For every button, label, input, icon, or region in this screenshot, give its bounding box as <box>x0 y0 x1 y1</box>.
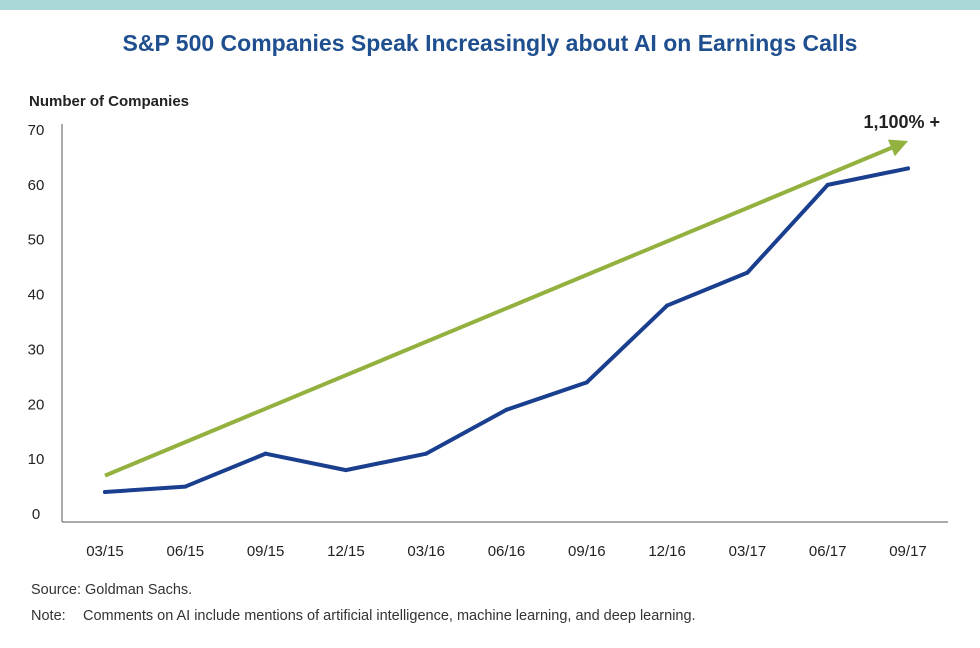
x-tick-label: 09/17 <box>889 543 927 560</box>
trend-arrow-head <box>887 139 908 157</box>
data-point <box>665 303 670 308</box>
y-tick-labels: 0 10 20 30 40 50 60 70 <box>28 122 45 523</box>
top-accent-bar <box>0 0 980 10</box>
x-tick-label: 06/17 <box>809 543 847 560</box>
x-tick-label: 03/16 <box>407 543 445 560</box>
x-tick-label: 09/16 <box>568 543 606 560</box>
y-tick-label: 30 <box>28 341 45 358</box>
x-tick-label: 06/16 <box>488 543 526 560</box>
data-point <box>183 484 188 489</box>
data-point <box>906 166 910 171</box>
x-tick-label: 03/17 <box>729 543 767 560</box>
x-tick-label: 12/16 <box>648 543 686 560</box>
note-label: Note: <box>31 608 66 624</box>
x-tick-labels: 03/15 06/15 09/15 12/15 03/16 06/16 09/16 12/16… <box>86 543 927 560</box>
y-tick-label: 60 <box>28 177 45 194</box>
chart-title: S&P 500 Companies Speak Increasingly abo… <box>122 30 858 56</box>
data-point <box>504 407 509 412</box>
y-tick-label: 50 <box>28 232 45 249</box>
y-tick-label: 70 <box>28 122 45 139</box>
x-tick-label: 03/15 <box>86 543 124 560</box>
y-tick-label: 10 <box>28 451 45 468</box>
data-point <box>103 490 107 495</box>
data-point <box>745 270 750 275</box>
trend-arrow-group <box>104 139 908 478</box>
y-tick-label: 40 <box>28 287 45 304</box>
x-tick-label: 12/15 <box>327 543 365 560</box>
data-point <box>424 451 429 456</box>
trend-arrow-shaft <box>104 146 893 478</box>
x-tick-label: 09/15 <box>247 543 285 560</box>
footnote: Note: Comments on AI include mentions of … <box>31 608 696 624</box>
data-point <box>263 451 268 456</box>
source-note: Source: Goldman Sachs. <box>31 582 193 598</box>
data-point <box>343 468 348 473</box>
x-tick-label: 06/15 <box>167 543 205 560</box>
data-point <box>825 182 830 187</box>
series-line <box>103 166 910 495</box>
y-tick-label: 0 <box>32 506 40 523</box>
data-point <box>584 380 589 385</box>
y-tick-label: 20 <box>28 396 45 413</box>
note-text: Comments on AI include mentions of artif… <box>83 608 696 624</box>
series-group <box>103 166 910 495</box>
growth-annotation: 1,100% + <box>863 112 940 132</box>
chart-axes <box>61 124 948 523</box>
y-axis-label: Number of Companies <box>29 93 190 110</box>
